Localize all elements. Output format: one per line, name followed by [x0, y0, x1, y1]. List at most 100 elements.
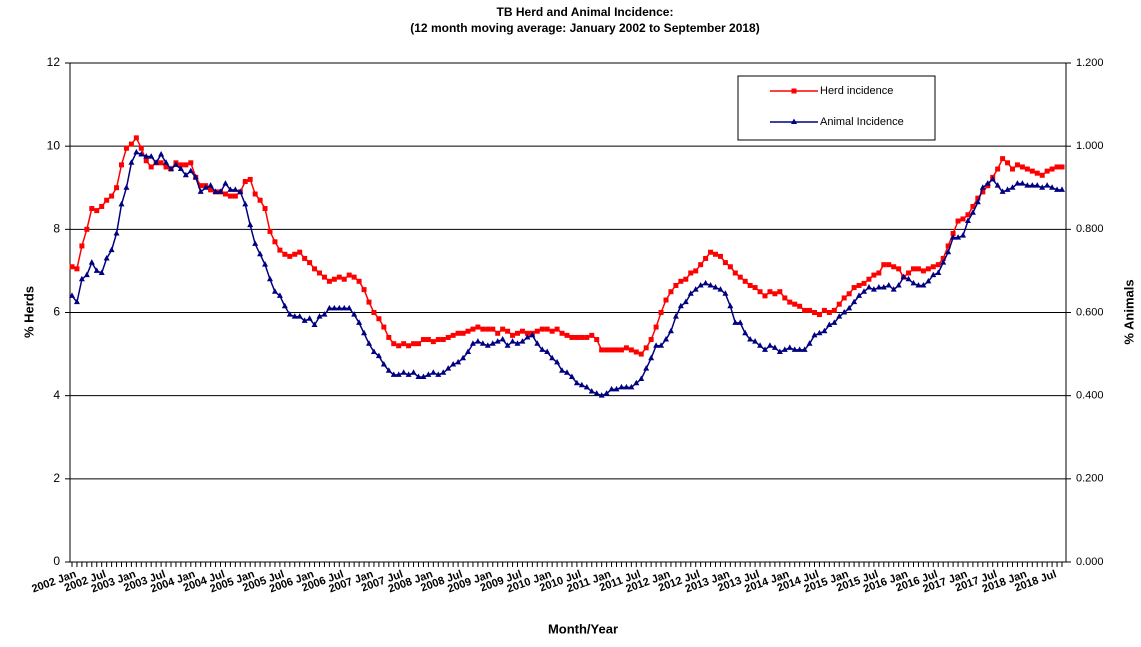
marker [752, 285, 758, 291]
marker [529, 331, 536, 338]
marker [841, 309, 848, 315]
marker [1024, 166, 1030, 172]
marker [964, 217, 971, 224]
marker [797, 303, 803, 309]
marker [455, 358, 462, 365]
marker [732, 270, 738, 276]
marker [494, 338, 501, 344]
marker [123, 145, 129, 151]
marker [851, 285, 857, 291]
marker [321, 274, 327, 280]
marker [890, 286, 897, 292]
marker [370, 348, 377, 355]
marker [514, 340, 521, 346]
marker [277, 247, 283, 253]
marker [177, 165, 184, 172]
marker [78, 275, 85, 282]
marker [1004, 186, 1011, 192]
marker [504, 342, 511, 348]
marker [672, 313, 679, 319]
marker [420, 337, 426, 343]
marker [638, 351, 644, 357]
marker [846, 304, 853, 311]
marker [69, 292, 75, 298]
marker [1044, 182, 1051, 188]
marker [237, 188, 244, 194]
marker [781, 346, 788, 352]
marker [985, 183, 991, 189]
marker [564, 369, 570, 375]
marker [955, 234, 962, 240]
marker [395, 371, 402, 377]
marker [317, 270, 322, 276]
marker [1044, 168, 1050, 174]
marker [807, 307, 813, 313]
marker [841, 295, 847, 301]
marker [1039, 172, 1045, 178]
marker [801, 346, 808, 352]
marker [911, 266, 916, 272]
marker [836, 313, 843, 319]
marker [638, 375, 645, 382]
marker [425, 371, 432, 377]
marker [380, 360, 387, 367]
marker [485, 326, 491, 332]
marker [697, 281, 704, 288]
marker [885, 281, 892, 288]
marker [311, 321, 318, 327]
marker [614, 347, 619, 353]
marker [469, 340, 476, 346]
marker [623, 345, 629, 351]
marker [950, 230, 956, 236]
marker [692, 286, 699, 292]
marker [490, 326, 496, 332]
marker [935, 262, 941, 268]
y2-tick-label: 0.200 [1076, 473, 1104, 485]
marker [732, 319, 739, 325]
marker [479, 340, 486, 346]
marker [297, 249, 303, 255]
marker [603, 390, 610, 396]
marker [747, 336, 754, 342]
marker [242, 179, 248, 185]
marker [777, 289, 783, 295]
marker [440, 337, 446, 343]
marker [865, 284, 872, 290]
marker [564, 332, 570, 338]
y-tick-label: 0 [53, 554, 60, 568]
marker [762, 346, 768, 352]
marker [984, 180, 991, 186]
marker [484, 342, 491, 348]
marker [361, 329, 368, 336]
marker [247, 176, 253, 182]
y2-tick-label: 0.000 [1076, 556, 1104, 568]
marker [648, 354, 655, 361]
chart-subtitle: (12 month moving average: January 2002 t… [410, 21, 759, 35]
marker [836, 301, 842, 307]
marker [109, 193, 115, 199]
marker [291, 313, 298, 319]
marker [296, 313, 303, 319]
marker [663, 297, 669, 303]
marker [673, 282, 679, 288]
marker [465, 348, 471, 355]
marker [970, 203, 976, 209]
marker [1024, 182, 1031, 188]
marker [188, 160, 194, 166]
marker [534, 340, 541, 346]
marker [727, 302, 734, 309]
marker [539, 326, 545, 332]
marker [945, 248, 952, 255]
marker [509, 338, 516, 344]
marker [796, 346, 803, 352]
marker [455, 330, 461, 336]
marker [965, 212, 971, 218]
marker [747, 282, 753, 288]
marker [286, 311, 293, 317]
marker [262, 261, 269, 267]
marker [712, 284, 719, 290]
marker [1049, 166, 1055, 172]
marker [708, 249, 714, 255]
marker [366, 340, 372, 346]
